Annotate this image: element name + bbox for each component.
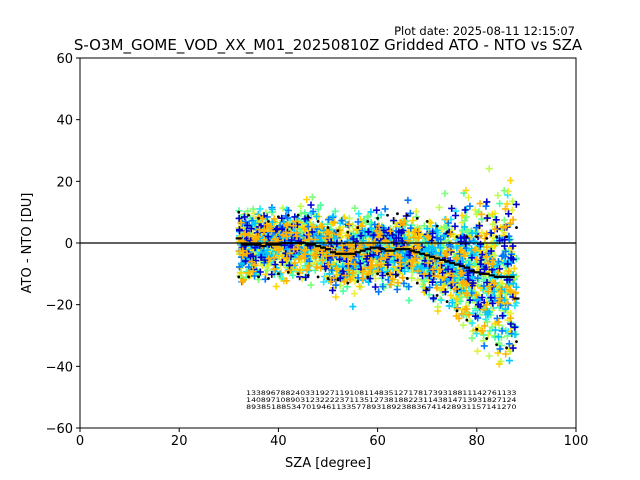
sigma-marker bbox=[247, 213, 251, 217]
x-axis-label: SZA [degree] bbox=[285, 456, 371, 471]
y-tick-label: 20 bbox=[56, 175, 73, 190]
bin-count-labels: 1338967882403319271191081148351271781739… bbox=[246, 389, 516, 411]
sigma-marker bbox=[237, 275, 241, 279]
sigma-marker bbox=[415, 281, 419, 285]
sigma-marker bbox=[475, 327, 479, 331]
sigma-marker bbox=[495, 235, 499, 239]
x-tick-label: 40 bbox=[270, 434, 287, 449]
sigma-marker bbox=[396, 273, 399, 277]
x-tick-label: 60 bbox=[369, 434, 386, 449]
sigma-marker bbox=[485, 337, 489, 340]
x-tick-label: 0 bbox=[76, 434, 84, 449]
sigma-marker bbox=[336, 229, 340, 233]
count-row: 1408971089031232222371135127381882231143… bbox=[246, 396, 516, 404]
sigma-marker bbox=[445, 230, 449, 234]
sigma-marker bbox=[485, 236, 489, 240]
sigma-marker bbox=[425, 287, 429, 291]
y-tick-label: 40 bbox=[56, 114, 73, 129]
sigma-marker bbox=[306, 273, 310, 277]
sigma-marker bbox=[267, 277, 270, 280]
sigma-marker bbox=[326, 277, 330, 280]
sigma-marker bbox=[356, 226, 360, 229]
sigma-marker bbox=[386, 213, 389, 217]
sigma-marker bbox=[326, 226, 330, 229]
sigma-marker bbox=[316, 220, 320, 223]
sigma-marker bbox=[237, 210, 241, 214]
sigma-marker bbox=[386, 272, 389, 276]
data-points bbox=[235, 165, 520, 368]
y-tick-label: 60 bbox=[56, 52, 73, 67]
sigma-marker bbox=[366, 220, 370, 223]
stat-lines bbox=[80, 210, 576, 350]
sigma-marker bbox=[465, 235, 469, 239]
y-tick-label: −40 bbox=[46, 360, 73, 375]
sigma-marker bbox=[465, 318, 469, 322]
sigma-marker bbox=[455, 235, 459, 239]
sigma-marker bbox=[376, 272, 379, 276]
sigma-marker bbox=[505, 235, 508, 239]
sigma-marker bbox=[405, 213, 409, 217]
x-tick-label: 20 bbox=[171, 434, 188, 449]
sigma-marker bbox=[425, 220, 429, 223]
sigma-marker bbox=[277, 215, 280, 219]
y-tick-label: 0 bbox=[65, 237, 73, 252]
sigma-marker bbox=[435, 224, 439, 228]
sigma-marker bbox=[475, 235, 479, 239]
sigma-marker bbox=[277, 272, 280, 276]
sigma-marker bbox=[296, 272, 300, 276]
sigma-marker bbox=[396, 212, 399, 216]
count-row: 1338967882403319271191081148351271781739… bbox=[246, 389, 516, 397]
sigma-marker bbox=[366, 275, 370, 279]
y-tick-label: −60 bbox=[46, 422, 73, 437]
sigma-marker bbox=[257, 275, 260, 279]
x-tick-label: 100 bbox=[564, 434, 589, 449]
y-tick-label: −20 bbox=[46, 299, 73, 314]
sigma-marker bbox=[257, 216, 260, 220]
sigma-marker bbox=[405, 277, 409, 280]
point-marker-group bbox=[236, 200, 520, 358]
sigma-marker bbox=[515, 340, 518, 344]
sigma-marker bbox=[306, 215, 310, 219]
x-tick-label: 80 bbox=[469, 434, 486, 449]
sigma-marker bbox=[415, 216, 419, 220]
sigma-marker bbox=[316, 275, 320, 279]
sigma-marker bbox=[435, 294, 439, 297]
sigma-marker bbox=[515, 226, 518, 229]
sigma-marker bbox=[455, 309, 459, 313]
y-axis-label: ATO - NTO [DU] bbox=[20, 193, 35, 294]
sigma-marker bbox=[267, 220, 270, 223]
sigma-marker bbox=[286, 213, 290, 217]
count-row: 8938518853470194611335778931892388367414… bbox=[246, 403, 516, 411]
sigma-marker bbox=[346, 230, 350, 234]
sigma-marker bbox=[346, 281, 350, 285]
sigma-marker bbox=[505, 346, 508, 350]
sigma-marker bbox=[296, 213, 300, 217]
plot-date: Plot date: 2025-08-11 12:15:07 bbox=[394, 24, 575, 38]
sigma-marker bbox=[286, 270, 290, 274]
sigma-marker bbox=[356, 280, 360, 283]
sigma-marker bbox=[376, 216, 379, 220]
sigma-marker bbox=[336, 278, 340, 282]
axis-ticks: 0 20 40 60 80 100 −60 −40 −20 0 20 40 60 bbox=[46, 52, 589, 449]
sigma-marker bbox=[445, 300, 449, 303]
chart-title: S-O3M_GOME_VOD_XX_M01_20250810Z Gridded … bbox=[74, 36, 583, 55]
sigma-marker bbox=[247, 275, 251, 279]
sigma-marker bbox=[495, 343, 499, 347]
